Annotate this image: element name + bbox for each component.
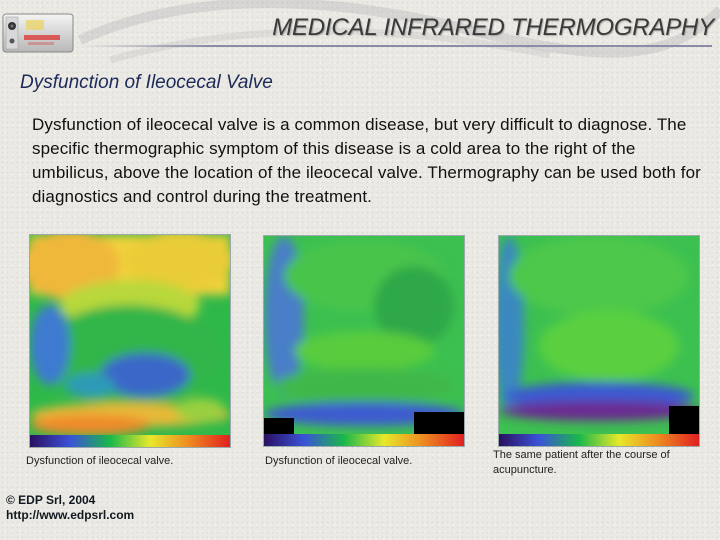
header-divider: [80, 45, 712, 47]
camera-device-icon: [2, 13, 74, 53]
figure-caption-1: Dysfunction of ileocecal valve.: [26, 455, 174, 467]
slide-body-text: Dysfunction of ileocecal valve is a comm…: [32, 115, 701, 206]
thermogram-image-2: [264, 236, 464, 446]
footer-copyright: © EDP Srl, 2004: [6, 493, 96, 507]
figure-caption-2: Dysfunction of ileocecal valve.: [265, 455, 413, 467]
footer: © EDP Srl, 2004 http://www.edpsrl.com: [6, 493, 134, 523]
thermograph-device-logo: [0, 8, 76, 58]
footer-url-link[interactable]: http://www.edpsrl.com: [6, 508, 135, 522]
slide-subtitle: Dysfunction of Ileocecal Valve: [20, 72, 273, 93]
figure-caption-3: The same patient after the course of acu…: [493, 449, 670, 476]
thermogram-image-1: [30, 235, 230, 447]
header-title: MEDICAL INFRARED THERMOGRAPHY: [272, 14, 714, 41]
thermogram-image-3: [499, 236, 699, 446]
